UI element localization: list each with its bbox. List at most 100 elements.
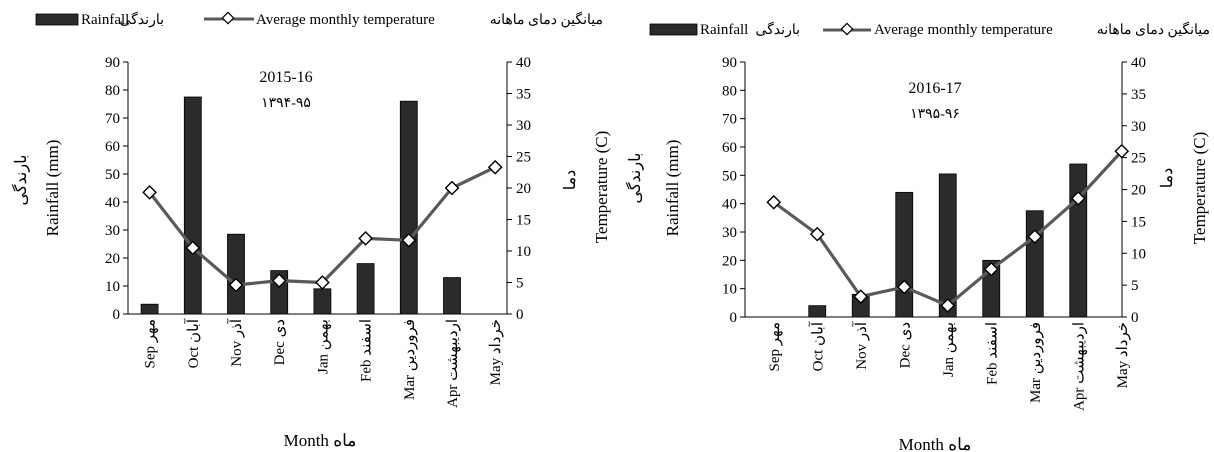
chart-title: 2015-16: [259, 69, 312, 86]
y-right-tick-label: 5: [516, 276, 524, 292]
y-left-tick-label: 0: [730, 310, 738, 326]
rainfall-bar: [1069, 163, 1088, 318]
chart-2016-17: 0 10 20 30 40 50 60 70 80 90 0 5 10 15 20 25 30 35 40 Sep م…: [625, 55, 1209, 452]
rainfall-bar: [1025, 210, 1044, 318]
temperature-marker: [766, 194, 782, 210]
y-left-tick-label: 40: [722, 197, 737, 213]
temperature-marker: [809, 226, 825, 242]
y-right-tick-label: 0: [1131, 310, 1139, 326]
y-left-title: Rainfall (mm): [43, 140, 62, 237]
x-tick-label: Feb اسفند: [984, 322, 1000, 385]
y-left-title: Rainfall (mm): [663, 140, 682, 237]
x-tick-label: Nov آذر: [852, 321, 870, 370]
y-left-tick-label: 70: [105, 111, 120, 127]
legend-rainfall-swatch: [649, 23, 698, 36]
y-right-title-fa: دما: [562, 170, 579, 191]
rainfall-bar: [313, 288, 332, 315]
y-right-tick-label: 5: [1131, 278, 1139, 294]
y-left-tick-label: 40: [105, 195, 120, 211]
x-tick-label: Sep مهر: [143, 319, 159, 368]
y-left-tick-label: 10: [722, 282, 737, 298]
temperature-marker: [315, 275, 330, 290]
legend-rainfall-fa: بارندگی: [119, 11, 164, 28]
temperature-marker: [487, 159, 503, 175]
rainfall-bar: [443, 277, 461, 315]
y-right-title: Temperature (C): [592, 131, 611, 244]
y-left-tick-label: 10: [105, 279, 120, 295]
x-tick-label: Oct آبان: [184, 318, 202, 368]
legend-rainfall-en: Rainfall: [700, 22, 748, 38]
x-tick-label: Dec دی: [272, 319, 288, 365]
chart-subtitle: ۱۳۹۵-۹۶: [910, 107, 960, 122]
y-right-tick-label: 30: [1131, 119, 1146, 135]
x-tick-label: Apr اردیبهشت: [1071, 322, 1087, 411]
y-left-tick-label: 80: [722, 83, 737, 99]
chart-2015-16: 0 10 20 30 40 50 60 70 80 90 0 5 10 15 20 25 30 35 40 Sep م…: [11, 55, 611, 450]
x-axis-title: Month ماه: [284, 431, 357, 450]
legend-right: Rainfall بارندگی Average monthly tempera…: [649, 21, 1210, 38]
y-left-tick-label: 80: [105, 83, 120, 99]
y-right-tick-label: 20: [516, 181, 531, 197]
temperature-marker: [983, 261, 999, 277]
x-tick-label: Oct آبان: [808, 321, 826, 371]
y-left-tick-label: 50: [722, 168, 737, 184]
y-right-title: Temperature (C): [1190, 132, 1209, 245]
y-left-tick-label: 50: [105, 167, 120, 183]
legend-temp-marker: [840, 22, 854, 36]
y-right-title-fa: دما: [1159, 168, 1176, 189]
y-left-tick-label: 60: [105, 139, 120, 155]
legend-temp-en: Average monthly temperature: [256, 12, 435, 28]
x-tick-label: May خرداد: [488, 319, 504, 385]
legend-rainfall-fa: بارندگی: [755, 21, 800, 38]
y-right-tick-label: 35: [516, 87, 531, 103]
y-left-tick-label: 90: [722, 55, 737, 71]
y-right-tick-label: 10: [1131, 246, 1146, 262]
x-tick-label: Nov آذر: [227, 318, 245, 367]
temperature-marker: [271, 273, 287, 288]
legend-temp-fa: میانگین دمای ماهانه: [1097, 21, 1210, 38]
y-right-tick-label: 10: [516, 244, 531, 260]
y-left-title-fa: بارندگی: [625, 153, 644, 204]
chart-title: 2016-17: [908, 80, 961, 97]
x-tick-label: Jan بهمن: [315, 319, 331, 374]
y-left-tick-label: 30: [105, 223, 120, 239]
rainfall-bar: [183, 96, 202, 315]
y-left-tick-label: 20: [722, 253, 737, 269]
x-tick-label: Feb اسفند: [359, 319, 375, 382]
y-left-tick-label: 60: [722, 140, 737, 156]
x-tick-label: May خرداد: [1115, 322, 1131, 388]
rainfall-bar: [140, 303, 159, 315]
y-left-tick-label: 90: [105, 55, 120, 71]
temperature-marker: [940, 298, 956, 313]
rainfall-bar: [227, 233, 245, 315]
chart-subtitle: ۱۳۹۴-۹۵: [261, 96, 311, 111]
y-left-tick-label: 0: [113, 307, 121, 323]
temperature-marker: [401, 232, 417, 248]
y-right-tick-label: 25: [516, 150, 531, 166]
legend-left: Rainfall بارندگی Average monthly tempera…: [35, 11, 603, 28]
temperature-marker: [185, 240, 201, 256]
y-left-tick-label: 20: [105, 251, 120, 267]
rainfall-bar: [399, 100, 418, 315]
x-axis-title: Month ماه: [899, 435, 972, 452]
rainfall-bar: [938, 173, 957, 318]
y-left-title-fa: بارندگی: [11, 155, 30, 206]
rainfall-bar: [895, 191, 914, 318]
temperature-marker: [358, 231, 373, 246]
legend-temp-fa: میانگین دمای ماهانه: [490, 11, 603, 28]
x-tick-label: Dec دی: [897, 322, 913, 368]
y-right-tick-label: 40: [516, 55, 531, 71]
temperature-marker: [853, 289, 869, 304]
temperature-marker: [142, 185, 157, 200]
y-right-tick-label: 15: [516, 213, 531, 229]
legend-rainfall-en: Rainfall: [81, 12, 129, 28]
x-tick-label: Mar فروردین: [402, 319, 418, 400]
y-left-tick-label: 70: [722, 112, 737, 128]
y-right-tick-label: 30: [516, 118, 531, 134]
temperature-marker: [1114, 143, 1130, 159]
y-right-tick-label: 35: [1131, 87, 1146, 103]
legend-temp-marker: [221, 11, 235, 25]
